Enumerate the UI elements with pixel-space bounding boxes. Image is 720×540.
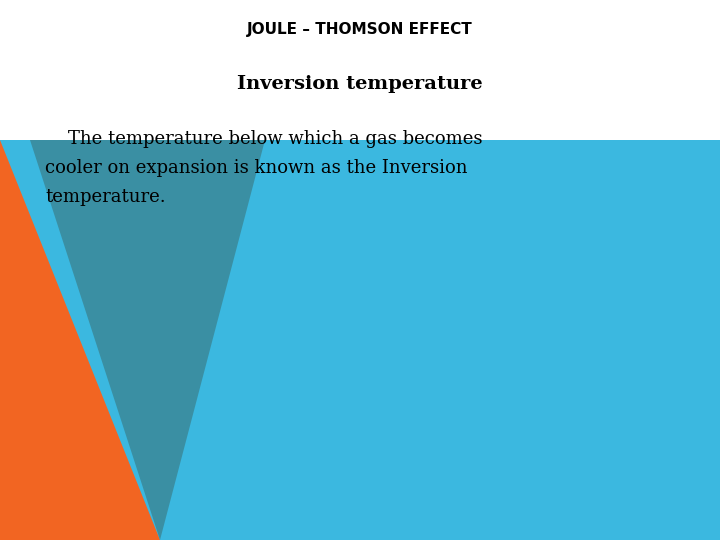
Text: The temperature below which a gas becomes
cooler on expansion is known as the In: The temperature below which a gas become… [45, 130, 482, 206]
Bar [0, 140, 720, 540]
Text: Inversion temperature: Inversion temperature [237, 75, 483, 93]
Polygon shape [30, 140, 265, 540]
Polygon shape [0, 140, 160, 540]
Bar [0, 0, 720, 140]
Text: JOULE – THOMSON EFFECT: JOULE – THOMSON EFFECT [247, 22, 473, 37]
